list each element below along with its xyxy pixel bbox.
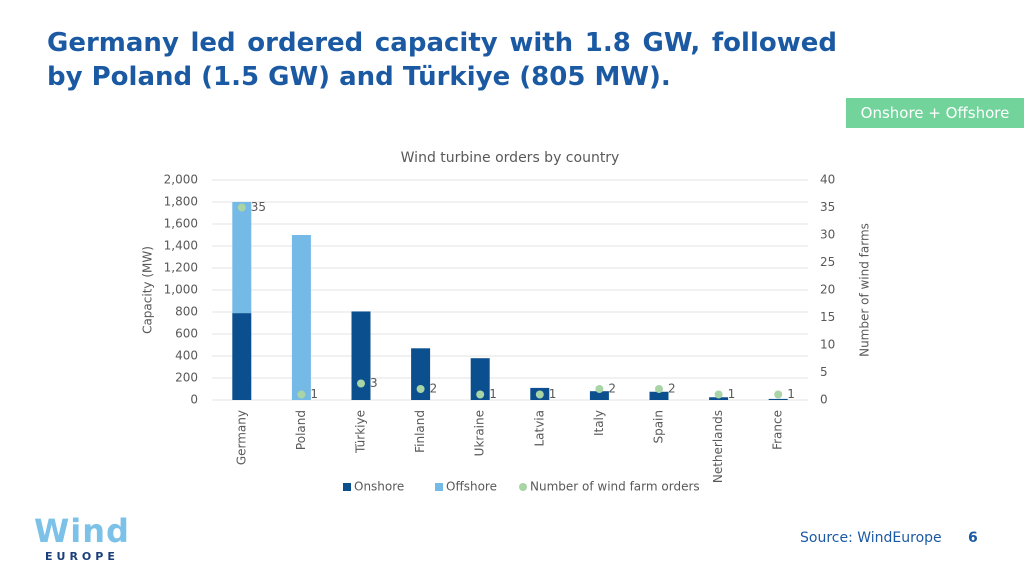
data-label: 1 bbox=[549, 387, 557, 401]
bar bbox=[232, 202, 252, 314]
y-tick-label: 1,200 bbox=[164, 261, 198, 275]
x-tick-label: Netherlands bbox=[711, 410, 725, 483]
chart-title: Wind turbine orders by country bbox=[401, 150, 620, 166]
x-tick-label: Germany bbox=[234, 410, 248, 465]
dot bbox=[714, 390, 723, 399]
legend-marker bbox=[343, 483, 351, 491]
source: Source: WindEurope bbox=[800, 530, 942, 546]
dot bbox=[535, 390, 544, 399]
legend-marker bbox=[519, 483, 527, 491]
data-label: 1 bbox=[728, 387, 736, 401]
legend-marker bbox=[435, 483, 443, 491]
badge: Onshore + Offshore bbox=[846, 98, 1024, 128]
data-label: 2 bbox=[668, 382, 676, 396]
y-tick-label: 2,000 bbox=[164, 173, 198, 187]
bar bbox=[351, 311, 371, 400]
x-tick-label: Italy bbox=[592, 410, 606, 436]
data-label: 1 bbox=[787, 387, 795, 401]
bar bbox=[709, 397, 729, 400]
dot bbox=[237, 203, 246, 212]
bar bbox=[589, 391, 609, 400]
data-label: 35 bbox=[251, 200, 266, 214]
x-tick-label: Poland bbox=[294, 410, 308, 450]
y-tick-label: 800 bbox=[175, 305, 198, 319]
y-tick-label: 0 bbox=[190, 393, 198, 407]
y-axis-title: Capacity (MW) bbox=[141, 246, 155, 334]
bar bbox=[291, 235, 311, 400]
x-tick-label: Türkiye bbox=[354, 410, 368, 454]
y2-tick-label: 25 bbox=[820, 255, 835, 269]
dot bbox=[416, 385, 425, 393]
logo-europe: EUROPE bbox=[45, 550, 119, 563]
legend-label: Onshore bbox=[354, 480, 404, 494]
dot bbox=[655, 385, 663, 393]
slide-title: Germany led ordered capacity with 1.8 GW… bbox=[47, 28, 837, 92]
y-tick-label: 200 bbox=[175, 371, 198, 385]
dot bbox=[476, 390, 485, 399]
y-tick-label: 1,400 bbox=[164, 239, 198, 253]
y2-tick-label: 15 bbox=[820, 310, 835, 324]
x-tick-label: France bbox=[771, 410, 785, 450]
legend-label: Number of wind farm orders bbox=[530, 480, 700, 494]
x-tick-label: Ukraine bbox=[473, 410, 487, 456]
legend-label: Offshore bbox=[446, 480, 497, 494]
bar bbox=[411, 348, 431, 400]
y2-tick-label: 40 bbox=[820, 173, 835, 187]
bar bbox=[768, 398, 788, 400]
data-label: 2 bbox=[608, 382, 616, 396]
logo-wind: Wind bbox=[34, 512, 130, 550]
data-label: 3 bbox=[370, 376, 378, 390]
y2-tick-label: 20 bbox=[820, 283, 835, 297]
y2-axis-title: Number of wind farms bbox=[858, 223, 872, 357]
dot bbox=[297, 390, 306, 399]
x-tick-label: Finland bbox=[413, 410, 427, 453]
data-label: 1 bbox=[489, 387, 497, 401]
dot bbox=[774, 390, 783, 399]
x-tick-label: Latvia bbox=[532, 410, 546, 447]
y-tick-label: 400 bbox=[175, 349, 198, 363]
y2-tick-label: 35 bbox=[820, 200, 835, 214]
dot bbox=[357, 379, 365, 388]
data-label: 1 bbox=[310, 387, 318, 401]
dot bbox=[595, 385, 604, 393]
data-label: 2 bbox=[430, 382, 438, 396]
y2-tick-label: 5 bbox=[820, 365, 828, 379]
y-tick-label: 1,600 bbox=[164, 217, 198, 231]
y2-tick-label: 30 bbox=[820, 228, 835, 242]
y-tick-label: 1,000 bbox=[164, 283, 198, 297]
page-number: 6 bbox=[968, 530, 978, 546]
bar bbox=[470, 358, 490, 400]
y-tick-label: 600 bbox=[175, 327, 198, 341]
y2-tick-label: 0 bbox=[820, 393, 828, 407]
y-tick-label: 1,800 bbox=[164, 195, 198, 209]
y2-tick-label: 10 bbox=[820, 338, 835, 352]
x-tick-label: Spain bbox=[652, 410, 666, 444]
bar bbox=[649, 391, 669, 400]
bar bbox=[232, 313, 252, 400]
